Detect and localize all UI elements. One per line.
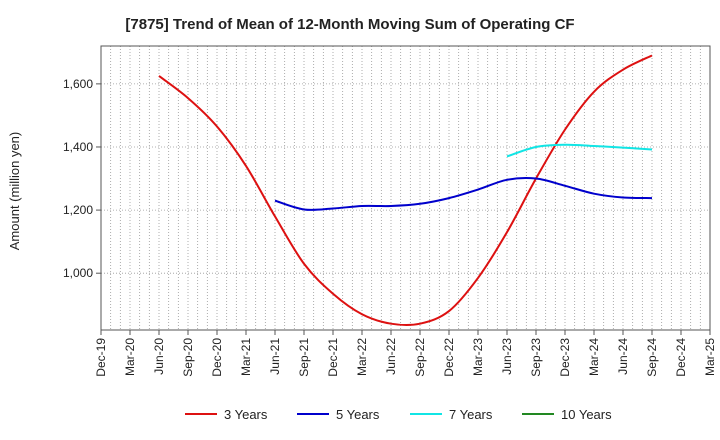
x-tick-label: Sep-24 xyxy=(645,338,659,377)
series-line-5-years xyxy=(274,177,653,211)
x-tick-label: Mar-20 xyxy=(123,338,137,376)
series-lines xyxy=(158,54,653,327)
series-line-7-years xyxy=(506,143,653,158)
x-tick-label: Dec-23 xyxy=(558,338,572,377)
y-tick-label: 1,600 xyxy=(63,77,93,91)
y-axis-label: Amount (million yen) xyxy=(7,132,22,251)
y-axis-ticks: 1,000 1,200 1,400 1,600 xyxy=(63,77,101,280)
series-line-3-years xyxy=(158,54,653,327)
legend-label: 10 Years xyxy=(561,407,612,422)
x-tick-label: Jun-21 xyxy=(268,338,282,375)
x-tick-label: Mar-25 xyxy=(703,338,717,376)
x-axis-ticks: Dec-19 Mar-20 Jun-20 Sep-20 Dec-20 Mar-21 Jun-… xyxy=(94,330,717,377)
x-tick-label: Jun-24 xyxy=(616,338,630,375)
x-tick-label: Mar-24 xyxy=(587,338,601,376)
x-tick-label: Dec-19 xyxy=(94,338,108,377)
x-tick-label: Dec-20 xyxy=(210,338,224,377)
x-tick-label: Jun-23 xyxy=(500,338,514,375)
x-tick-label: Dec-24 xyxy=(674,338,688,377)
x-tick-label: Sep-21 xyxy=(297,338,311,377)
legend: 3 Years 5 Years 7 Years 10 Years xyxy=(185,407,612,422)
gridlines xyxy=(101,46,710,330)
y-tick-label: 1,400 xyxy=(63,140,93,154)
x-tick-label: Sep-23 xyxy=(529,338,543,377)
x-tick-label: Dec-21 xyxy=(326,338,340,377)
legend-label: 3 Years xyxy=(224,407,268,422)
y-tick-label: 1,200 xyxy=(63,203,93,217)
legend-label: 5 Years xyxy=(336,407,380,422)
x-tick-label: Sep-20 xyxy=(181,338,195,377)
x-tick-label: Mar-22 xyxy=(355,338,369,376)
x-tick-label: Jun-20 xyxy=(152,338,166,375)
chart-title: [7875] Trend of Mean of 12-Month Moving … xyxy=(125,16,574,33)
x-tick-label: Dec-22 xyxy=(442,338,456,377)
x-tick-label: Jun-22 xyxy=(384,338,398,375)
y-tick-label: 1,000 xyxy=(63,266,93,280)
x-tick-label: Mar-23 xyxy=(471,338,485,376)
legend-label: 7 Years xyxy=(449,407,493,422)
plot-area xyxy=(100,45,711,331)
x-tick-label: Mar-21 xyxy=(239,338,253,376)
x-tick-label: Sep-22 xyxy=(413,338,427,377)
